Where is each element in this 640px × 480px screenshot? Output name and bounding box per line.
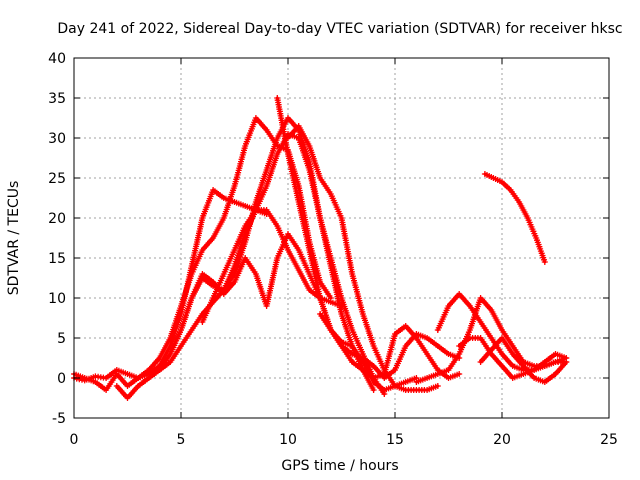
x-tick-label: 25 bbox=[600, 432, 618, 448]
series-markers bbox=[477, 335, 570, 385]
ticks bbox=[73, 57, 610, 419]
y-tick-label: 25 bbox=[48, 171, 66, 187]
y-tick-label: 5 bbox=[57, 331, 66, 347]
y-axis-label: SDTVAR / TECUs bbox=[6, 181, 22, 296]
y-tick-label: 40 bbox=[48, 51, 66, 67]
x-tick-label: 20 bbox=[493, 432, 511, 448]
series-arc-8 bbox=[285, 123, 441, 393]
y-tick-label: 30 bbox=[48, 131, 66, 147]
series-markers bbox=[199, 207, 345, 325]
y-tick-label: 15 bbox=[48, 251, 66, 267]
series-group bbox=[71, 95, 570, 401]
grid bbox=[74, 58, 609, 418]
series-markers bbox=[349, 323, 463, 381]
series-markers bbox=[285, 123, 441, 393]
y-tick-label: 0 bbox=[57, 371, 66, 387]
plot-frame bbox=[73, 57, 610, 419]
chart-title: Day 241 of 2022, Sidereal Day-to-day VTE… bbox=[57, 21, 622, 37]
series-arc-16 bbox=[481, 171, 548, 265]
x-tick-label: 5 bbox=[177, 432, 186, 448]
y-tick-label: 20 bbox=[48, 211, 66, 227]
y-tick-label: 35 bbox=[48, 91, 66, 107]
series-arc-15 bbox=[477, 335, 570, 385]
x-tick-label: 10 bbox=[279, 432, 297, 448]
y-tick-label: 10 bbox=[48, 291, 66, 307]
x-tick-label: 15 bbox=[386, 432, 404, 448]
x-axis-label: GPS time / hours bbox=[281, 458, 398, 474]
series-markers bbox=[481, 171, 548, 265]
x-tick-label: 0 bbox=[70, 432, 79, 448]
y-tick-label: -5 bbox=[52, 411, 66, 427]
